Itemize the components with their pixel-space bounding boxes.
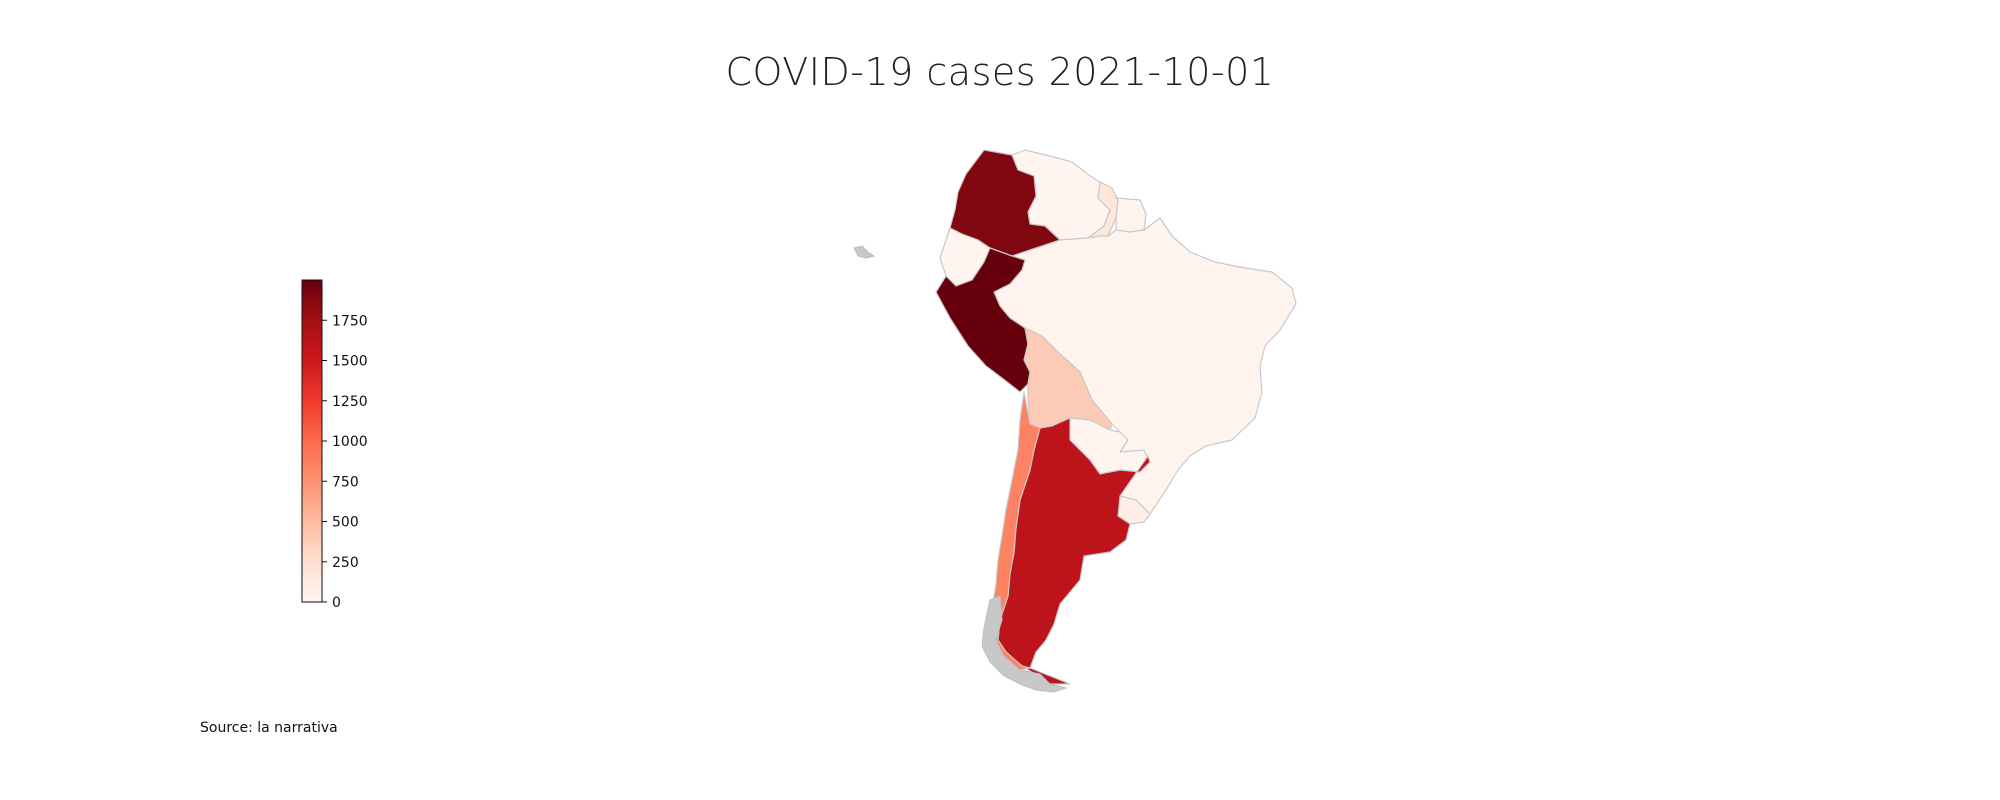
colorbar: 0 250 500 750 1000 1250 1500 1750: [301, 279, 368, 611]
galapagos-islands: [853, 245, 876, 259]
colorbar-tick-label: 0: [332, 595, 341, 611]
colorbar-tick-label: 1500: [332, 354, 368, 370]
source-note: Source: la narrativa: [200, 720, 338, 736]
colorbar-tick-label: 1000: [332, 434, 368, 450]
southern-islands: [981, 595, 1068, 693]
country-suriname: [1115, 197, 1147, 233]
page-title: COVID-19 cases 2021-10-01: [725, 50, 1275, 94]
colorbar-gradient: [301, 279, 323, 603]
colorbar-tick-label: 1750: [332, 313, 368, 329]
colorbar-tick-label: 500: [332, 515, 359, 531]
colorbar-tick-label: 250: [332, 555, 359, 571]
colorbar-tick-label: 1250: [332, 394, 368, 410]
country-colombia: [949, 149, 1061, 257]
colorbar-tick-label: 750: [332, 474, 359, 490]
country-chile: [989, 391, 1041, 671]
